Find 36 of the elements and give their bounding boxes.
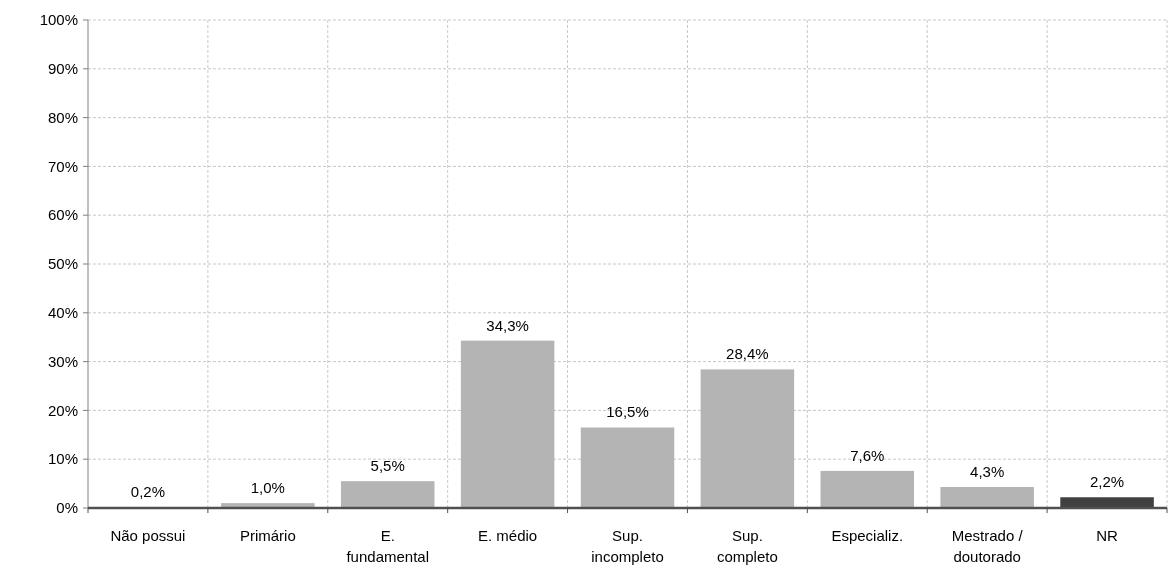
y-tick-label: 70%	[47, 157, 78, 175]
data-label: 1,0%	[250, 479, 285, 497]
x-tick-label: E. fundamental	[346, 527, 429, 565]
y-tick-label: 80%	[47, 108, 78, 126]
y-tick-label: 10%	[47, 450, 78, 468]
y-tick-label: 40%	[47, 304, 78, 322]
y-tick-label: 30%	[47, 352, 78, 370]
bar	[580, 427, 675, 508]
x-tick-label: NR	[1096, 527, 1119, 544]
y-tick-label: 0%	[56, 499, 78, 517]
bar	[940, 487, 1034, 508]
x-tick-label: Especializ.	[831, 527, 904, 544]
x-tick-label: Não possui	[110, 527, 186, 544]
y-tick-label: 20%	[47, 401, 78, 419]
x-tick-label: E. médio	[478, 527, 538, 544]
bar	[700, 369, 795, 508]
data-label: 0,2%	[130, 483, 166, 501]
y-tick-label: 90%	[47, 60, 78, 78]
bar	[340, 481, 435, 508]
bar	[1060, 497, 1154, 508]
x-tick-label: Primário	[239, 527, 296, 544]
data-label: 2,2%	[1089, 473, 1125, 491]
y-tick-label: 60%	[47, 206, 78, 224]
y-tick-label: 100%	[39, 11, 78, 29]
x-tick-label: Mestrado / doutorado	[951, 527, 1024, 565]
data-label: 16,5%	[606, 403, 649, 421]
data-label: 28,4%	[726, 345, 769, 363]
y-tick-label: 50%	[47, 255, 78, 273]
x-tick-label: Sup. completo	[716, 527, 778, 565]
bar	[820, 470, 915, 508]
data-label: 4,3%	[970, 463, 1005, 481]
x-tick-label: Sup. incompleto	[591, 527, 664, 565]
bar	[460, 340, 555, 508]
data-label: 34,3%	[486, 316, 529, 334]
data-label: 7,6%	[850, 446, 885, 464]
data-label: 5,5%	[370, 457, 405, 475]
